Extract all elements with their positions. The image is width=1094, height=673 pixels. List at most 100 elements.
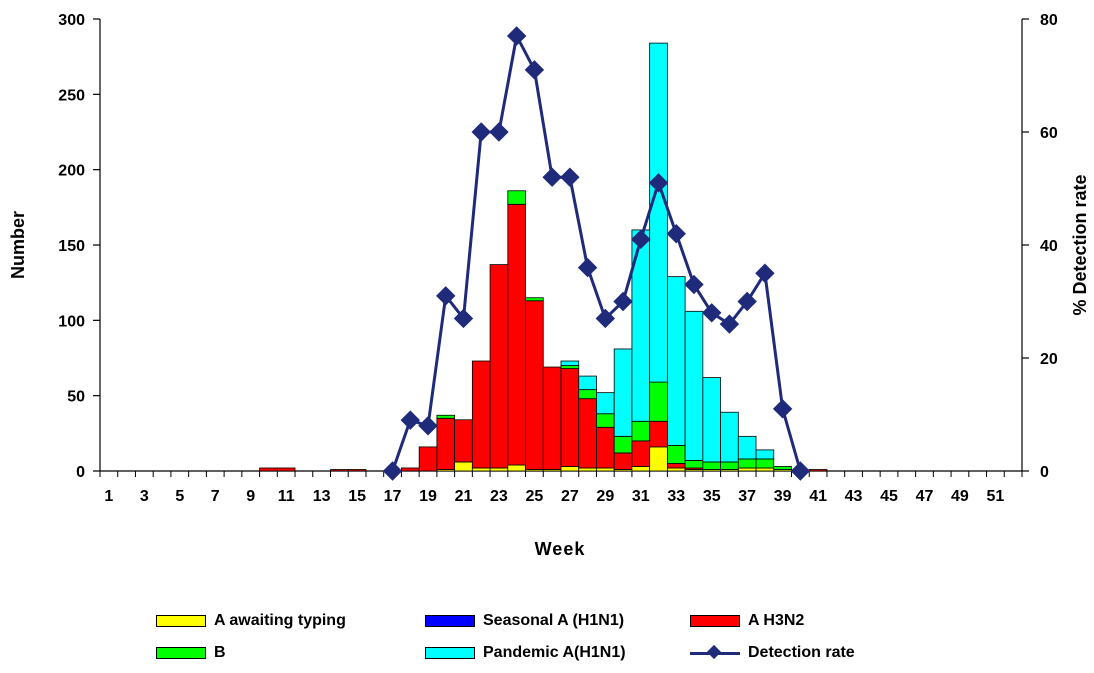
- x-tick-label: 25: [526, 488, 544, 505]
- y-tick-label: 100: [58, 313, 85, 330]
- x-tick-label: 19: [419, 488, 437, 505]
- x-tick-label: 29: [596, 488, 614, 505]
- legend-swatch-green: [156, 647, 206, 659]
- detection-rate-marker: [382, 461, 403, 481]
- x-tick-label: 17: [384, 488, 402, 505]
- bar-segment: [259, 467, 278, 472]
- x-tick-label: 35: [703, 488, 721, 505]
- detection-rate-marker: [772, 399, 793, 419]
- bar-segment: [649, 381, 668, 422]
- bar-segment: [755, 467, 775, 472]
- bar-segment: [737, 435, 757, 460]
- detection-rate-marker: [577, 257, 598, 278]
- x-tick-label: 15: [348, 488, 366, 505]
- x-tick-label: 49: [951, 488, 969, 505]
- detection-rate-marker: [471, 122, 491, 142]
- bar-segment: [542, 366, 562, 470]
- detection-rate-marker: [684, 274, 704, 295]
- x-tick-label: 37: [738, 488, 756, 505]
- detection-rate-marker: [506, 26, 527, 46]
- bar-segment: [578, 389, 597, 400]
- bar-segment: [507, 190, 526, 205]
- bar-segment: [347, 469, 367, 472]
- bars-group: [259, 42, 828, 472]
- bar-segment: [684, 310, 704, 461]
- bar-segment: [560, 360, 580, 366]
- bar-segment: [649, 420, 668, 448]
- bar-segment: [613, 348, 633, 437]
- bar-segment: [489, 264, 509, 469]
- bar-segment: [471, 467, 491, 472]
- bar-segment: [631, 440, 651, 467]
- legend-label: A H3N2: [748, 612, 805, 629]
- y-tick-label: 300: [58, 12, 85, 29]
- detection-rate-marker: [560, 167, 580, 187]
- bar-segment: [737, 458, 757, 469]
- legend-item-a-awaiting-typing: A awaiting typing: [156, 612, 346, 630]
- bar-segment: [773, 466, 792, 470]
- detection-rate-marker: [755, 263, 775, 283]
- legend-swatch-cyan: [425, 647, 475, 659]
- x-tick-label: 27: [561, 488, 579, 505]
- bar-segment: [755, 449, 775, 460]
- detection-rate-marker: [666, 223, 686, 244]
- bar-segment: [436, 414, 456, 419]
- bar-segment: [684, 460, 704, 469]
- x-tick-label: 23: [490, 488, 508, 505]
- bar-segment: [755, 458, 775, 469]
- bar-segment: [418, 446, 438, 472]
- legend-swatch-red: [690, 615, 740, 627]
- legend-swatch-blue: [425, 615, 475, 627]
- bar-segment: [578, 467, 597, 472]
- bar-segment: [596, 467, 615, 472]
- detection-rate-marker: [737, 291, 757, 312]
- y-axis-label: Number: [8, 211, 28, 279]
- legend-item-a-h3n2: A H3N2: [690, 612, 804, 630]
- bar-segment: [507, 464, 526, 472]
- detection-rate-marker: [418, 416, 438, 436]
- bar-segment: [649, 446, 668, 472]
- legend-item-seasonal-h1n1: Seasonal A (H1N1): [425, 612, 624, 630]
- bar-segment: [454, 461, 473, 472]
- x-tick-label: 11: [278, 488, 295, 505]
- bar-segment: [401, 467, 420, 472]
- x-tick-label: 9: [246, 488, 255, 505]
- legend-label: Seasonal A (H1N1): [483, 612, 625, 629]
- bar-segment: [702, 377, 721, 463]
- bar-segment: [666, 467, 686, 472]
- x-tick-label: 5: [175, 488, 184, 505]
- legend-item-detection-rate: Detection rate: [690, 644, 855, 662]
- x-tick-label: 51: [987, 488, 1005, 505]
- x-tick-label: 33: [667, 488, 685, 505]
- bar-segment: [507, 203, 526, 466]
- x-tick-label: 31: [632, 488, 650, 505]
- bar-segment: [631, 420, 651, 442]
- x-tick-label: 39: [774, 488, 792, 505]
- y-tick-label: 200: [58, 163, 85, 180]
- y-tick-label: 250: [58, 87, 85, 104]
- bar-segment: [720, 411, 739, 463]
- bar-segment: [720, 461, 739, 470]
- detection-rate-marker: [613, 291, 633, 312]
- x-tick-label: 45: [880, 488, 898, 505]
- detection-rate-marker: [631, 229, 651, 250]
- bar-segment: [330, 469, 349, 472]
- legend-label: A awaiting typing: [214, 612, 346, 629]
- x-tick-label: 43: [845, 488, 863, 505]
- legend-item-pandemic-h1n1: Pandemic A(H1N1): [425, 644, 626, 662]
- y2-tick-label: 80: [1040, 12, 1058, 29]
- detection-rate-marker: [719, 314, 740, 334]
- bar-segment: [596, 392, 615, 415]
- bar-segment: [489, 467, 509, 472]
- detection-rate-marker: [436, 286, 456, 306]
- bar-segment: [666, 444, 686, 464]
- legend-item-b: B: [156, 644, 226, 662]
- x-tick-label: 21: [455, 488, 473, 505]
- line-group: [382, 26, 811, 481]
- y2-axis-label: % Detection rate: [1070, 174, 1090, 315]
- x-tick-label: 1: [104, 488, 113, 505]
- bar-segment: [808, 469, 828, 472]
- legend-label: Detection rate: [748, 644, 855, 661]
